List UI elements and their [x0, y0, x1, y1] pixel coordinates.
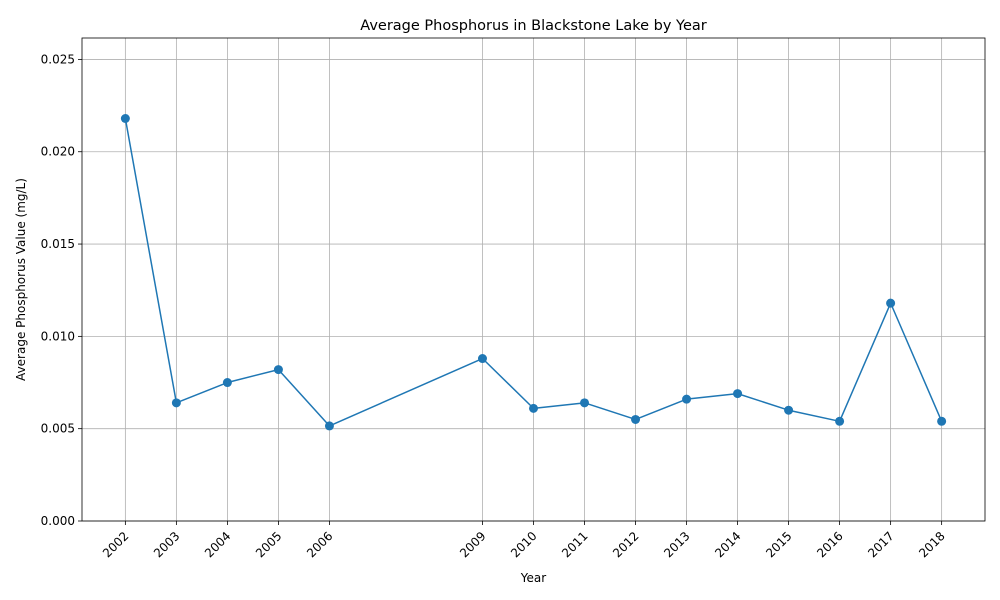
y-tick-label: 0.020 [41, 145, 75, 159]
x-axis-label: Year [520, 571, 546, 585]
data-point [273, 365, 283, 375]
data-point [580, 398, 590, 408]
data-point [886, 298, 896, 308]
data-point [324, 421, 334, 431]
data-point [222, 378, 232, 388]
data-point [631, 414, 641, 424]
y-tick-label: 0.015 [41, 237, 75, 251]
y-axis: 0.000 0.005 0.010 0.015 0.020 0.025 [41, 52, 82, 528]
data-point [171, 398, 181, 408]
data-point [733, 389, 743, 399]
y-tick-label: 0.025 [41, 52, 75, 66]
chart-title: Average Phosphorus in Blackstone Lake by… [360, 18, 706, 34]
data-point [937, 416, 947, 426]
y-tick-label: 0.005 [41, 422, 75, 436]
data-point [120, 114, 130, 123]
grid [82, 38, 985, 522]
data-point [682, 394, 692, 404]
data-point [477, 354, 487, 364]
data-point [835, 416, 845, 426]
y-axis-label: Average Phosphorus Value (mg/L) [14, 178, 28, 381]
data-point [529, 403, 538, 413]
data-point [784, 405, 794, 415]
series-group [120, 114, 947, 431]
y-tick-label: 0.000 [41, 514, 75, 528]
y-tick-label: 0.010 [41, 329, 75, 343]
